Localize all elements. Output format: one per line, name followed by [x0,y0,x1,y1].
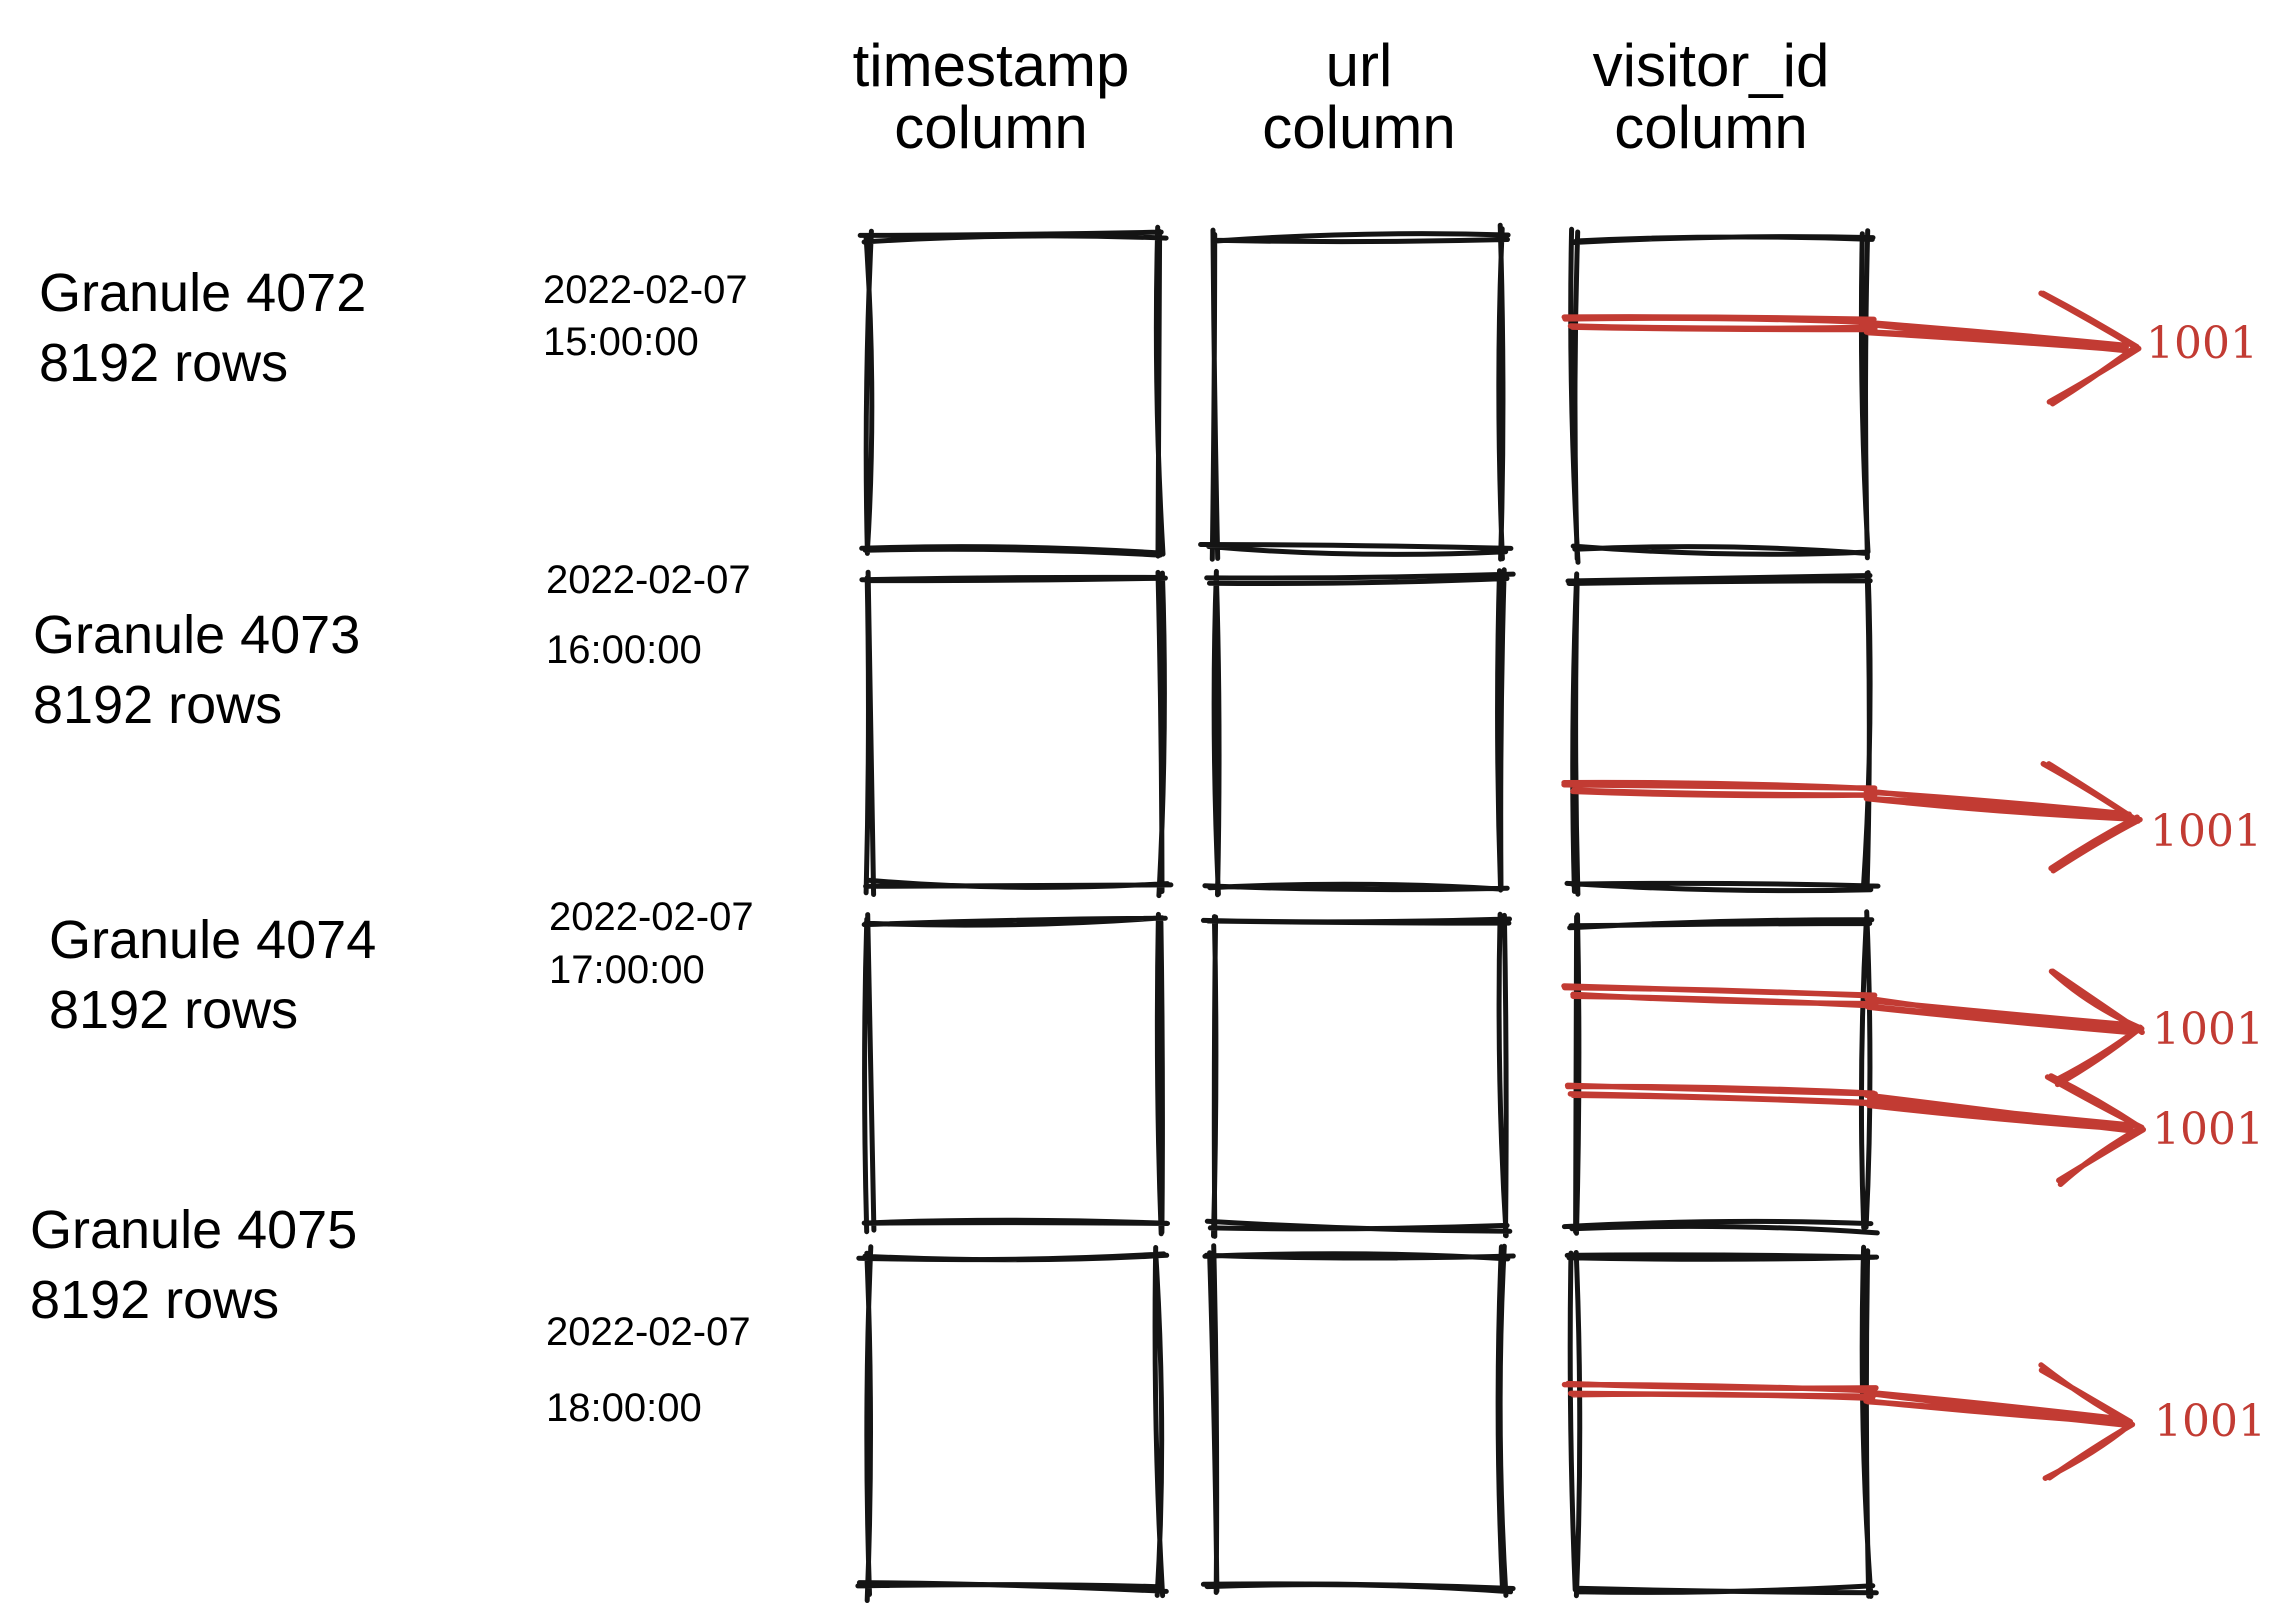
timestamp-date: 2022-02-07 [543,268,748,312]
match-value-label: 1001 [2152,1004,2264,1055]
column-header-line: url [1325,32,1393,99]
granule-4073-visitor-id-box [1564,570,1881,897]
granule-label: Granule 4074 8192 rows [49,905,376,1045]
granule-rows: 8192 rows [33,675,283,736]
match-value-label: 1001 [2152,1104,2264,1155]
granule-label: Granule 4075 8192 rows [30,1195,357,1335]
match-arrow [1564,1073,2147,1188]
granule-4072-timestamp-box [857,224,1169,559]
column-header-line: column [894,94,1088,162]
timestamp-time: 17:00:00 [549,948,705,992]
granule-4074-visitor-id-box [1561,909,1880,1236]
timestamp-time: 15:00:00 [543,320,699,364]
granule-4073-url-box [1202,567,1516,898]
column-header-line: column [1614,94,1808,162]
match-arrow [1561,1362,2136,1481]
granule-4072-visitor-id-box [1568,226,1876,565]
granule-name: Granule 4073 [33,605,361,665]
granule-4072-url-box [1198,222,1514,562]
column-header-timestamp: timestamp column [791,32,1191,162]
granule-name: Granule 4072 [39,263,367,323]
timestamp-date: 2022-02-07 [546,1310,751,1354]
granule-name: Granule 4075 [30,1200,358,1260]
match-value-label: 1001 [2150,806,2262,857]
granule-4075-visitor-id-box [1564,1244,1880,1599]
column-header-line: timestamp [852,32,1130,99]
granule-label: Granule 4073 8192 rows [33,600,360,740]
column-header-visitor-id: visitor_id column [1511,32,1911,162]
match-value-label: 1001 [2146,318,2258,369]
timestamp-date: 2022-02-07 [549,895,754,939]
granule-rows: 8192 rows [30,1270,280,1331]
granule-rows: 8192 rows [49,980,299,1041]
granule-4074-url-box [1200,911,1513,1239]
column-header-line: column [1262,94,1456,162]
granule-label: Granule 4072 8192 rows [39,258,366,398]
timestamp-time: 18:00:00 [546,1386,702,1430]
granule-4074-timestamp-box [861,911,1170,1237]
column-header-url: url column [1159,32,1559,162]
match-value-label: 1001 [2154,1396,2266,1447]
granule-rows: 8192 rows [39,333,289,394]
granule-4073-timestamp-box [859,569,1174,899]
match-arrow [1561,761,2143,874]
granule-4075-url-box [1200,1243,1516,1598]
granule-name: Granule 4074 [49,910,377,970]
granule-4075-timestamp-box [855,1244,1170,1603]
timestamp-date: 2022-02-07 [546,558,751,602]
match-arrow [1561,968,2145,1088]
column-header-line: visitor_id [1592,32,1830,99]
timestamp-time: 16:00:00 [546,628,702,672]
match-arrow [1561,290,2142,407]
